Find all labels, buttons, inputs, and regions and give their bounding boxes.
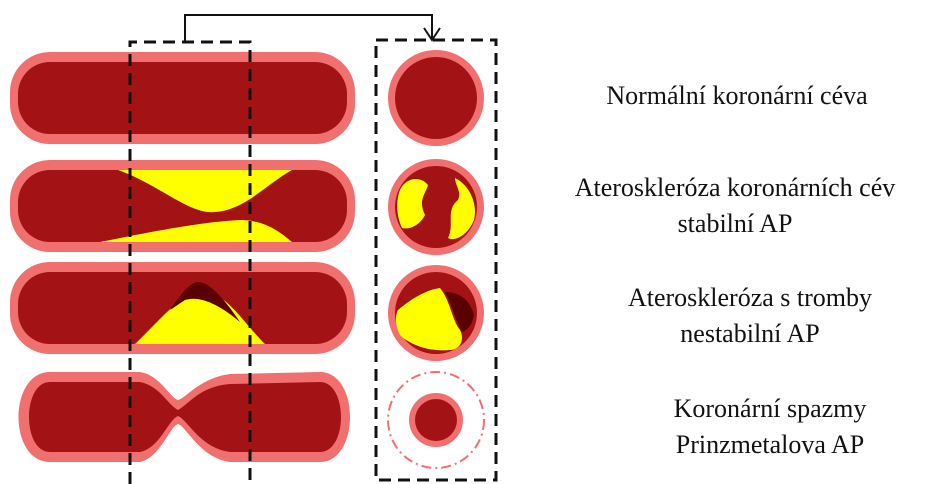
vessel-lumen — [18, 62, 347, 134]
label: Normální koronární céva — [606, 81, 868, 110]
section-lumen — [395, 57, 477, 139]
labels: Normální koronární céva Ateroskleróza ko… — [575, 81, 896, 459]
vessels — [10, 52, 355, 462]
label: Prinzmetalova AP — [676, 430, 864, 459]
vessel-lumen — [29, 382, 341, 452]
label: Ateroskleróza koronárních cév — [575, 173, 896, 202]
diagram: Normální koronární céva Ateroskleróza ko… — [0, 0, 944, 484]
section-lumen — [415, 399, 457, 441]
label: nestabilní AP — [680, 319, 819, 348]
label: Koronární spazmy — [674, 394, 867, 423]
cross-sections — [388, 50, 484, 468]
label: Ateroskleróza s tromby — [628, 283, 872, 312]
label: stabilní AP — [678, 209, 793, 238]
arrow — [185, 15, 432, 42]
